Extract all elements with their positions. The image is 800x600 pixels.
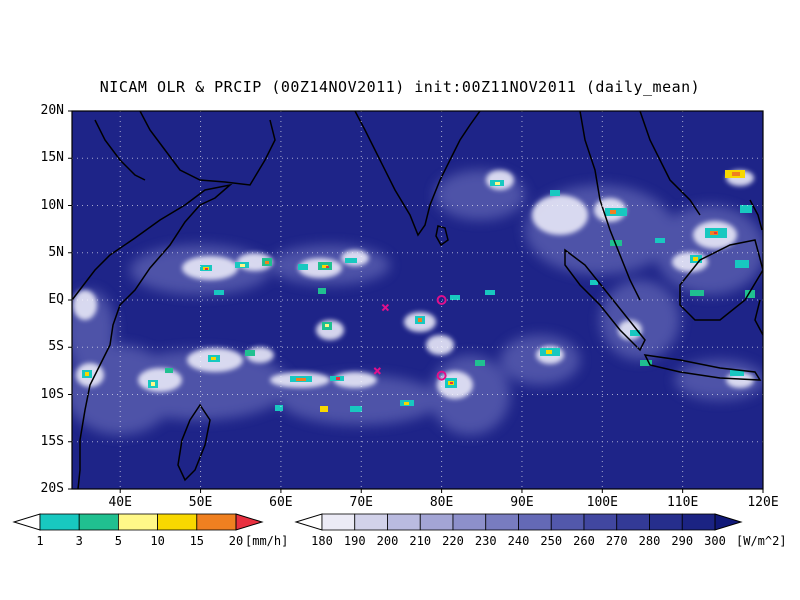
lon-label: 60E	[269, 495, 293, 510]
colorbar-tick-label: 250	[540, 534, 563, 548]
map-title: NICAM OLR & PRCIP (00Z14NOV2011) init:00…	[99, 78, 701, 96]
lon-label: 50E	[188, 495, 213, 510]
colorbar-segment	[518, 513, 552, 531]
colorbar-tick-label: 230	[474, 534, 497, 548]
colorbar-segment	[157, 513, 198, 531]
lon-label: 110E	[666, 495, 699, 510]
lat-label: 20N	[40, 103, 64, 118]
colorbar-tick-label: 270	[605, 534, 628, 548]
lat-label: 10N	[40, 197, 64, 213]
lon-label: 100E	[586, 495, 618, 510]
colorbar-tick-label: 180	[311, 534, 333, 548]
colorbar-segment	[452, 513, 487, 531]
olr-colorbar	[294, 513, 743, 531]
colorbar-segment	[419, 513, 454, 531]
colorbar-segment	[118, 513, 159, 531]
lat-label: 15N	[40, 150, 64, 166]
lon-label: 70E	[349, 495, 373, 510]
lat-label: 20S	[40, 481, 64, 496]
lon-label: 40E	[108, 495, 132, 510]
precip-unit: [mm/h]	[245, 534, 289, 548]
colorbar-tick-label: 3	[75, 534, 83, 548]
olr-unit: [W/m^2]	[736, 534, 787, 548]
colorbar-tick-label: 210	[409, 534, 432, 548]
colorbar-low-extend	[294, 513, 323, 531]
colorbar-segment	[616, 513, 650, 531]
circle-marker	[436, 295, 447, 305]
colorbar-tick-label: 5	[114, 534, 122, 548]
colorbar-segment	[354, 513, 388, 531]
lat-label: 5S	[48, 339, 64, 355]
colorbar-segment	[649, 513, 683, 531]
colorbar-high-extend	[235, 513, 264, 531]
lat-label: 10S	[40, 386, 64, 402]
colorbar-tick-label: 260	[573, 534, 595, 548]
colorbar-high-extend	[714, 513, 743, 531]
station-markers	[373, 295, 447, 381]
cross-marker	[373, 367, 382, 375]
lon-label: 120E	[747, 495, 779, 510]
colorbar-tick-label: 10	[150, 534, 165, 548]
colorbar-segment	[583, 513, 618, 531]
colorbar-tick-label: 220	[442, 534, 464, 548]
colorbar-tick-label: 280	[638, 534, 661, 548]
colorbar-segment	[681, 513, 716, 531]
colorbar-segment	[78, 513, 119, 531]
colorbar-tick-label: 200	[376, 534, 399, 548]
lon-label: 90E	[510, 495, 534, 510]
lat-label: 15S	[40, 433, 64, 449]
colorbar-tick-label: 300	[704, 534, 726, 548]
colorbar-segment	[387, 513, 421, 531]
circle-marker	[436, 370, 447, 381]
colorbar-tick-label: 290	[671, 534, 694, 548]
colorbar-segment	[550, 513, 585, 531]
graticule	[72, 111, 763, 489]
colorbar-segment	[321, 513, 356, 531]
colorbar-tick-label: 190	[343, 534, 366, 548]
coastlines	[72, 111, 763, 489]
colorbar-segment	[196, 513, 237, 531]
colorbar-segment	[39, 513, 80, 531]
colorbar-tick-label: 1	[36, 534, 44, 548]
lon-label: 80E	[429, 495, 454, 510]
cross-marker	[381, 303, 390, 312]
lat-label: EQ	[48, 292, 64, 307]
colorbar-low-extend	[12, 513, 41, 531]
colorbar-tick-label: 20	[228, 534, 244, 548]
precip-cells	[82, 170, 755, 412]
colorbar-tick-label: 240	[507, 534, 530, 548]
axis-ticks	[68, 110, 764, 493]
colorbar-tick-label: 15	[189, 534, 205, 548]
lat-label: 5N	[48, 244, 64, 260]
precip-colorbar	[12, 513, 264, 531]
colorbar-segment	[485, 513, 519, 531]
